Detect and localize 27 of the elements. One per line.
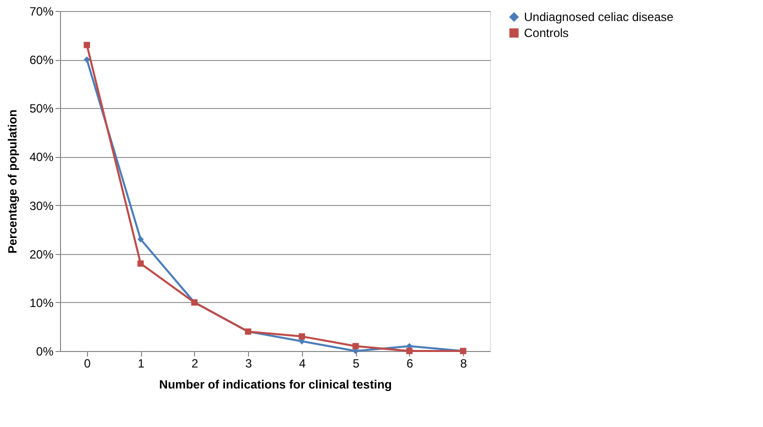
x-tick-label: 6 — [406, 356, 414, 370]
legend-label: Undiagnosed celiac disease — [524, 10, 674, 24]
x-tick-label: 3 — [245, 356, 252, 370]
x-tick-label: 0 — [84, 356, 92, 370]
x-tick-label: 1 — [138, 356, 145, 370]
point — [352, 342, 359, 350]
y-axis-title: Percentage of population — [5, 109, 20, 254]
y-tick-label: 70% — [29, 4, 54, 18]
y-tick-label: 20% — [29, 247, 54, 262]
y-tick-label: 50% — [29, 102, 54, 116]
y-tick-label: 40% — [29, 150, 54, 164]
point — [137, 260, 144, 267]
x-tick-label: 8 — [460, 356, 468, 370]
y-tick-label: 10% — [29, 296, 54, 310]
point — [406, 348, 413, 354]
point — [298, 333, 306, 340]
x-tick-label: 2 — [192, 356, 199, 370]
x-axis-title: Number of indications for clinical testing — [159, 378, 392, 392]
point — [84, 42, 90, 48]
legend-label: Controls — [524, 26, 569, 40]
point — [137, 236, 144, 242]
y-tick-label: 30% — [29, 198, 54, 213]
x-tick-label: 4 — [299, 356, 306, 370]
y-tick-label: 0% — [36, 344, 54, 358]
point — [84, 56, 90, 63]
x-tick-label: 5 — [352, 356, 360, 370]
y-tick-label: 60% — [29, 53, 54, 68]
